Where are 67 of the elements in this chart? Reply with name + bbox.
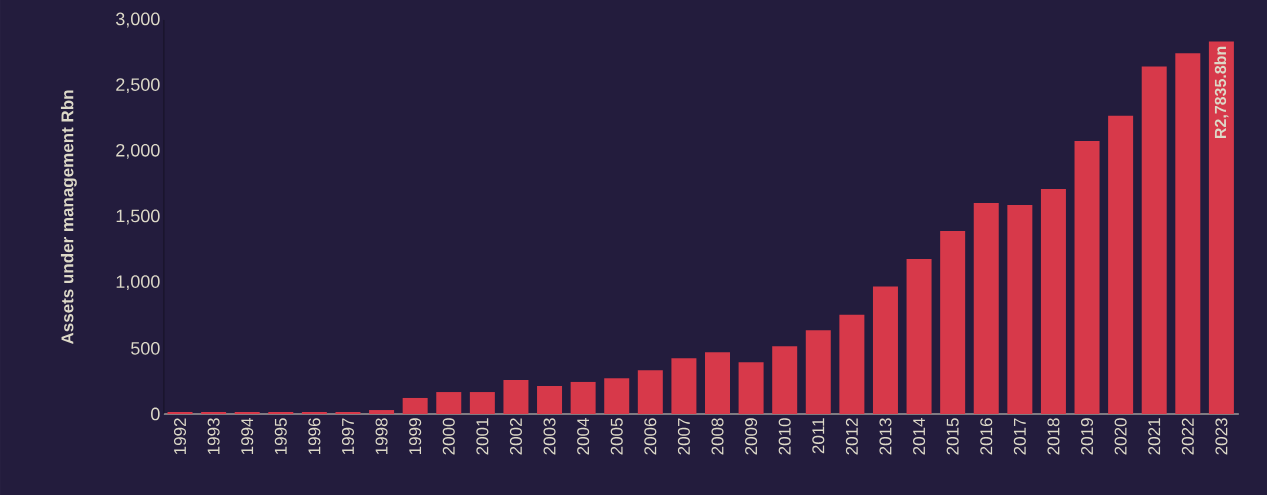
x-tick-label: 1993: [207, 418, 220, 455]
y-tick-label: 1,500: [116, 209, 160, 225]
x-tick-label: 2022: [1181, 418, 1194, 455]
x-tick-label: 2006: [644, 418, 657, 455]
x-tick-label: 2011: [812, 418, 825, 454]
bar: [1108, 115, 1134, 414]
bar: [973, 202, 999, 414]
x-tick-label: 2019: [1081, 418, 1094, 455]
bar: [772, 346, 798, 414]
x-tick-label: 2023: [1215, 418, 1228, 455]
y-tick-label: 1,000: [116, 275, 160, 291]
x-tick-label: 1998: [375, 418, 388, 455]
y-tick-label: 2,500: [116, 78, 160, 94]
bar: [604, 378, 630, 414]
bar: [503, 379, 529, 414]
bar: [671, 358, 697, 414]
x-tick-label: 2010: [778, 418, 791, 455]
bar: [906, 259, 932, 414]
x-tick-label: 2021: [1148, 418, 1161, 455]
bar: [1007, 204, 1033, 414]
x-tick-label: 2014: [913, 418, 926, 455]
x-tick-label: 2003: [543, 418, 556, 455]
y-tick-label: 500: [131, 341, 160, 355]
x-tick-label: 2018: [1047, 418, 1060, 455]
x-tick-label: 2020: [1114, 418, 1127, 455]
x-tick-label: 1996: [308, 418, 321, 455]
x-tick-label: 2002: [509, 418, 522, 455]
bar: [1208, 41, 1234, 414]
bar: [1074, 140, 1100, 414]
bar: [839, 314, 865, 414]
bar: [570, 381, 596, 414]
x-tick-label: 2017: [1013, 418, 1026, 455]
bar: [402, 397, 428, 414]
x-tick-label: 2005: [610, 418, 623, 455]
bar: [940, 230, 966, 414]
y-tick-label: 3,000: [116, 12, 160, 28]
bar: [369, 410, 395, 414]
x-tick-label: 2004: [577, 418, 590, 455]
x-tick-label: 1994: [241, 418, 254, 455]
x-tick-label: 2009: [745, 418, 758, 455]
x-tick-label: 2000: [442, 418, 455, 455]
x-tick-label: 2013: [879, 418, 892, 455]
x-tick-label: 2012: [845, 418, 858, 455]
x-tick-label: 2001: [476, 418, 489, 455]
bar: [1175, 53, 1201, 414]
bar: [469, 392, 495, 414]
bar: [637, 370, 663, 414]
x-tick-label: 1999: [409, 418, 422, 455]
bar: [436, 392, 462, 414]
bar: [872, 286, 898, 414]
bar: [1040, 188, 1066, 414]
x-tick-label: 2016: [980, 418, 993, 455]
bar: [537, 386, 563, 414]
bar: [738, 362, 764, 414]
data-label: R2,7835.8bn: [1214, 46, 1229, 139]
bar: [1141, 66, 1167, 414]
x-tick-label: 1992: [173, 418, 187, 455]
y-tick-label: 0: [151, 407, 160, 421]
bar: [805, 330, 831, 414]
bar: [705, 352, 730, 414]
y-axis-title: Assets under management Rbn: [60, 90, 77, 345]
x-tick-label: 1997: [341, 418, 354, 455]
x-tick-label: 2008: [711, 418, 724, 455]
y-tick-label: 2,000: [116, 143, 160, 159]
x-tick-label: 2015: [946, 418, 959, 455]
x-tick-label: 2007: [677, 418, 690, 455]
x-tick-label: 1995: [274, 418, 287, 455]
